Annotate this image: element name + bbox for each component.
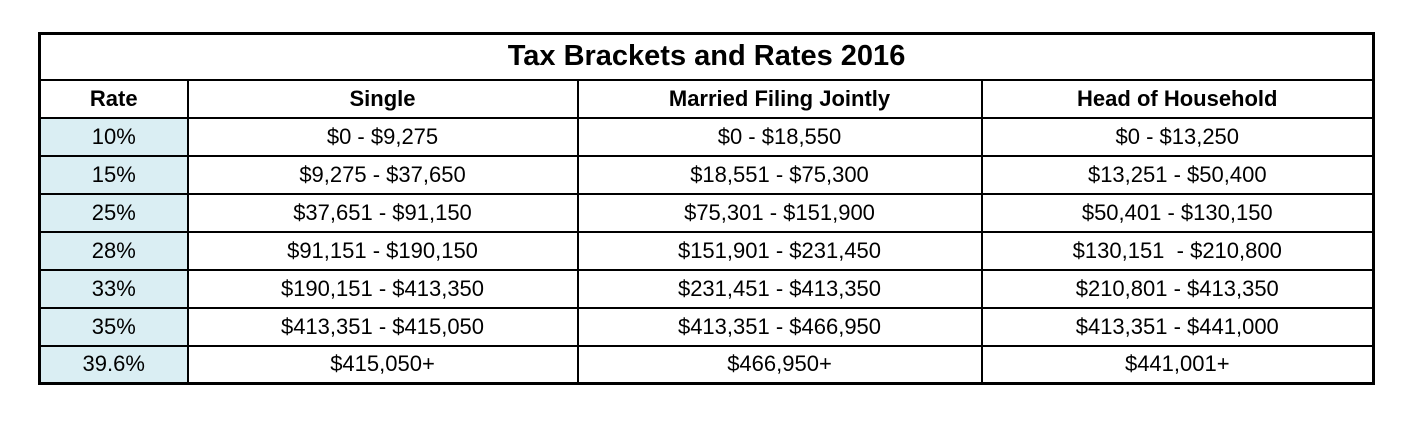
- married-filing-jointly-bracket-cell: $466,950+: [576, 344, 983, 385]
- title-row: Tax Brackets and Rates 2016: [38, 32, 1375, 81]
- table-row: 15% $9,275 - $37,650 $18,551 - $75,300 $…: [38, 154, 1375, 195]
- table-row: 28% $91,151 - $190,150 $151,901 - $231,4…: [38, 230, 1375, 271]
- rate-cell: 35%: [38, 306, 189, 347]
- head-of-household-bracket-cell: $50,401 - $130,150: [980, 192, 1375, 233]
- married-filing-jointly-bracket-cell: $413,351 - $466,950: [576, 306, 983, 347]
- column-header-rate: Rate: [38, 78, 189, 119]
- married-filing-jointly-bracket-cell: $18,551 - $75,300: [576, 154, 983, 195]
- header-row: Rate Single Married Filing Jointly Head …: [38, 78, 1375, 119]
- head-of-household-bracket-cell: $0 - $13,250: [980, 116, 1375, 157]
- rate-cell: 15%: [38, 154, 189, 195]
- head-of-household-bracket-cell: $413,351 - $441,000: [980, 306, 1375, 347]
- single-bracket-cell: $413,351 - $415,050: [186, 306, 579, 347]
- table-row: 33% $190,151 - $413,350 $231,451 - $413,…: [38, 268, 1375, 309]
- rate-cell: 25%: [38, 192, 189, 233]
- head-of-household-bracket-cell: $130,151 - $210,800: [980, 230, 1375, 271]
- table-row: 10% $0 - $9,275 $0 - $18,550 $0 - $13,25…: [38, 116, 1375, 157]
- column-header-married-filing-jointly: Married Filing Jointly: [576, 78, 983, 119]
- single-bracket-cell: $190,151 - $413,350: [186, 268, 579, 309]
- rate-cell: 10%: [38, 116, 189, 157]
- single-bracket-cell: $9,275 - $37,650: [186, 154, 579, 195]
- married-filing-jointly-bracket-cell: $75,301 - $151,900: [576, 192, 983, 233]
- single-bracket-cell: $37,651 - $91,150: [186, 192, 579, 233]
- married-filing-jointly-bracket-cell: $0 - $18,550: [576, 116, 983, 157]
- single-bracket-cell: $415,050+: [186, 344, 579, 385]
- head-of-household-bracket-cell: $441,001+: [980, 344, 1375, 385]
- rate-cell: 28%: [38, 230, 189, 271]
- table-row: 39.6% $415,050+ $466,950+ $441,001+: [38, 344, 1375, 385]
- table-row: 25% $37,651 - $91,150 $75,301 - $151,900…: [38, 192, 1375, 233]
- column-header-single: Single: [186, 78, 579, 119]
- single-bracket-cell: $0 - $9,275: [186, 116, 579, 157]
- single-bracket-cell: $91,151 - $190,150: [186, 230, 579, 271]
- rate-cell: 39.6%: [38, 344, 189, 385]
- head-of-household-bracket-cell: $210,801 - $413,350: [980, 268, 1375, 309]
- married-filing-jointly-bracket-cell: $151,901 - $231,450: [576, 230, 983, 271]
- head-of-household-bracket-cell: $13,251 - $50,400: [980, 154, 1375, 195]
- table-title: Tax Brackets and Rates 2016: [38, 32, 1375, 81]
- page: Tax Brackets and Rates 2016 Rate Single …: [38, 32, 1376, 385]
- rate-cell: 33%: [38, 268, 189, 309]
- table-row: 35% $413,351 - $415,050 $413,351 - $466,…: [38, 306, 1375, 347]
- column-header-head-of-household: Head of Household: [980, 78, 1375, 119]
- married-filing-jointly-bracket-cell: $231,451 - $413,350: [576, 268, 983, 309]
- tax-brackets-table: Tax Brackets and Rates 2016 Rate Single …: [38, 32, 1376, 385]
